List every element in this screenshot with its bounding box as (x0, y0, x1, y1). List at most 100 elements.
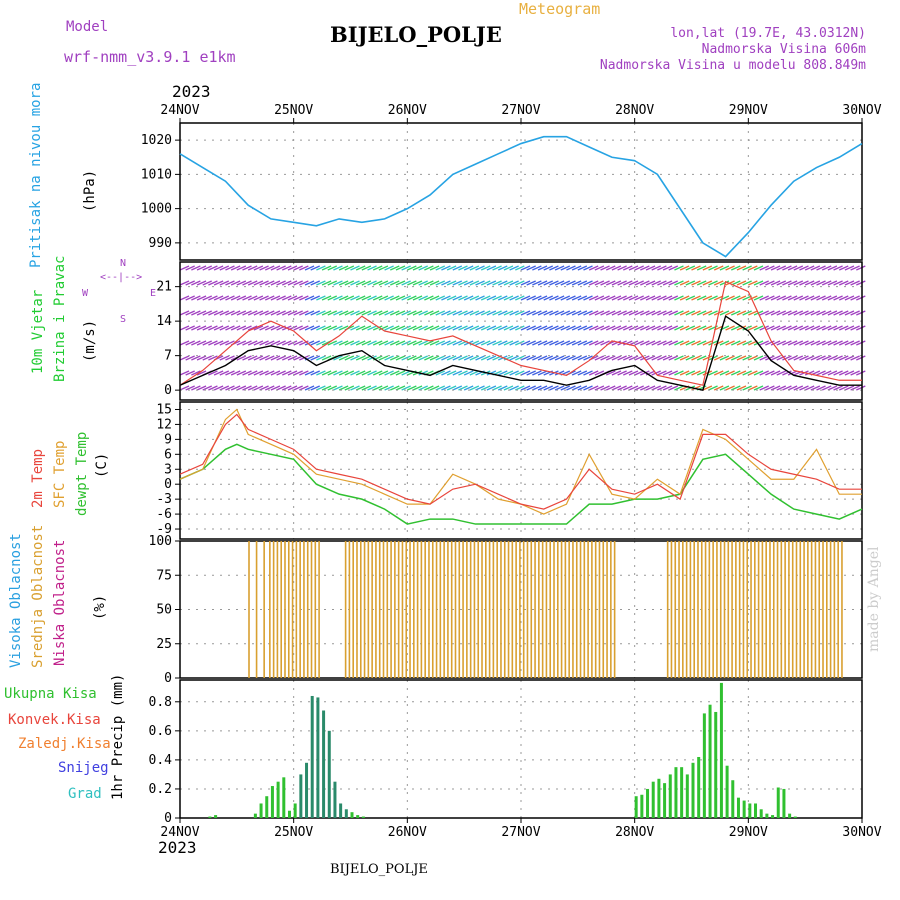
cloud-bar (500, 541, 502, 678)
precip-bar (657, 778, 661, 818)
wind-arrow (253, 280, 264, 286)
wind-arrow (247, 295, 258, 301)
wind-arrow (259, 280, 269, 286)
cloud-bar (784, 541, 786, 678)
wind-arrow (770, 370, 781, 376)
wind-arrow (372, 295, 383, 301)
precip-bar (356, 815, 360, 818)
wind-arrow (492, 265, 502, 271)
legend-total-rain: Ukupna Kisa (4, 686, 97, 702)
wind-arrow (418, 295, 428, 301)
wind-arrow (327, 325, 338, 331)
cloud-bar (780, 541, 783, 678)
precip-bar (361, 816, 365, 818)
y-tick-label: 0 (164, 477, 172, 492)
wind-arrow (753, 340, 764, 346)
wind-arrow (674, 265, 684, 271)
wind-arrow (793, 385, 804, 391)
wind-arrow (321, 310, 332, 316)
wind-arrow (338, 295, 349, 301)
cloud-bar (310, 541, 313, 678)
precip-bar (793, 816, 797, 818)
wind-arrow (333, 295, 343, 301)
wind-arrow (390, 355, 400, 361)
wind-arrow (651, 280, 661, 286)
wind-arrow (793, 295, 804, 301)
wind-arrow (640, 295, 650, 301)
wind-arrow (816, 385, 826, 391)
wind-arrow (202, 295, 212, 301)
wind-arrow (753, 325, 764, 331)
wind-arrow (429, 340, 440, 346)
wind-arrow (509, 370, 519, 376)
wind-arrow (634, 340, 644, 346)
cloud-bar (731, 541, 733, 678)
wind-arrow (407, 280, 417, 286)
cloud-bar (769, 541, 771, 678)
wind-arrow (713, 280, 724, 286)
wind-arrow (475, 325, 485, 331)
wind-arrow (441, 265, 451, 271)
cloud-bar (348, 541, 351, 678)
wind-arrow (685, 280, 696, 286)
station-title: BIJELO_POLJE (330, 22, 502, 47)
cloud-bar (477, 541, 480, 678)
wind-arrow (469, 355, 480, 361)
precip-bar (685, 774, 689, 818)
wind-arrow (702, 325, 713, 331)
wind-arrow (651, 385, 661, 391)
wind-arrow (742, 385, 752, 391)
wind-arrow (554, 325, 565, 331)
wind-arrow (395, 310, 406, 316)
wind-arrow (668, 295, 679, 301)
wind-arrow (657, 340, 667, 346)
wind-arrow (560, 325, 571, 331)
wind-arrow (787, 340, 798, 346)
wind-arrow (452, 265, 463, 271)
wind-arrow (469, 310, 480, 316)
wind-arrow (554, 310, 565, 316)
wind-arrow (367, 370, 377, 376)
wind-arrow (310, 295, 320, 301)
precip-bar (327, 730, 331, 818)
cloud-bar (670, 541, 673, 678)
wind-arrow (503, 370, 514, 376)
wind-arrow (696, 355, 707, 361)
wind-arrow (452, 340, 463, 346)
wind-arrow (276, 385, 286, 391)
wind-arrow (384, 340, 394, 346)
y-tick-label: 75 (156, 568, 172, 583)
wind-arrow (719, 355, 730, 361)
wind-arrow (355, 280, 366, 286)
wind-arrow (270, 295, 281, 301)
wind-arrow (338, 325, 349, 331)
wind-arrow (793, 310, 804, 316)
wind-arrow (628, 310, 639, 316)
wind-arrow (458, 385, 468, 391)
wind-arrow (856, 310, 866, 316)
wind-arrow (685, 310, 696, 316)
wind-arrow (685, 355, 696, 361)
cloud-bar (742, 541, 745, 678)
wind-arrow (259, 265, 269, 271)
wind-arrow (242, 265, 252, 271)
wind-arrow (782, 310, 792, 316)
wind-arrow (736, 340, 747, 346)
wind-arrow (594, 295, 605, 301)
wind-arrow (594, 280, 605, 286)
wind-arrow (236, 325, 247, 331)
cloud-bar (511, 541, 514, 678)
compass-icon: <--|--> (100, 272, 143, 283)
wind-arrow (486, 295, 497, 301)
wind-arrow (338, 280, 349, 286)
wind-arrow (441, 340, 451, 346)
wind-arrow (372, 370, 383, 376)
wind-arrow (236, 355, 247, 361)
wind-arrow (395, 385, 406, 391)
wind-arrow (679, 340, 690, 346)
wind-arrow (372, 385, 383, 391)
wind-arrow (776, 310, 787, 316)
cloud-bar (716, 541, 718, 678)
cloud-bar (344, 541, 347, 678)
wind-arrow (179, 370, 190, 376)
